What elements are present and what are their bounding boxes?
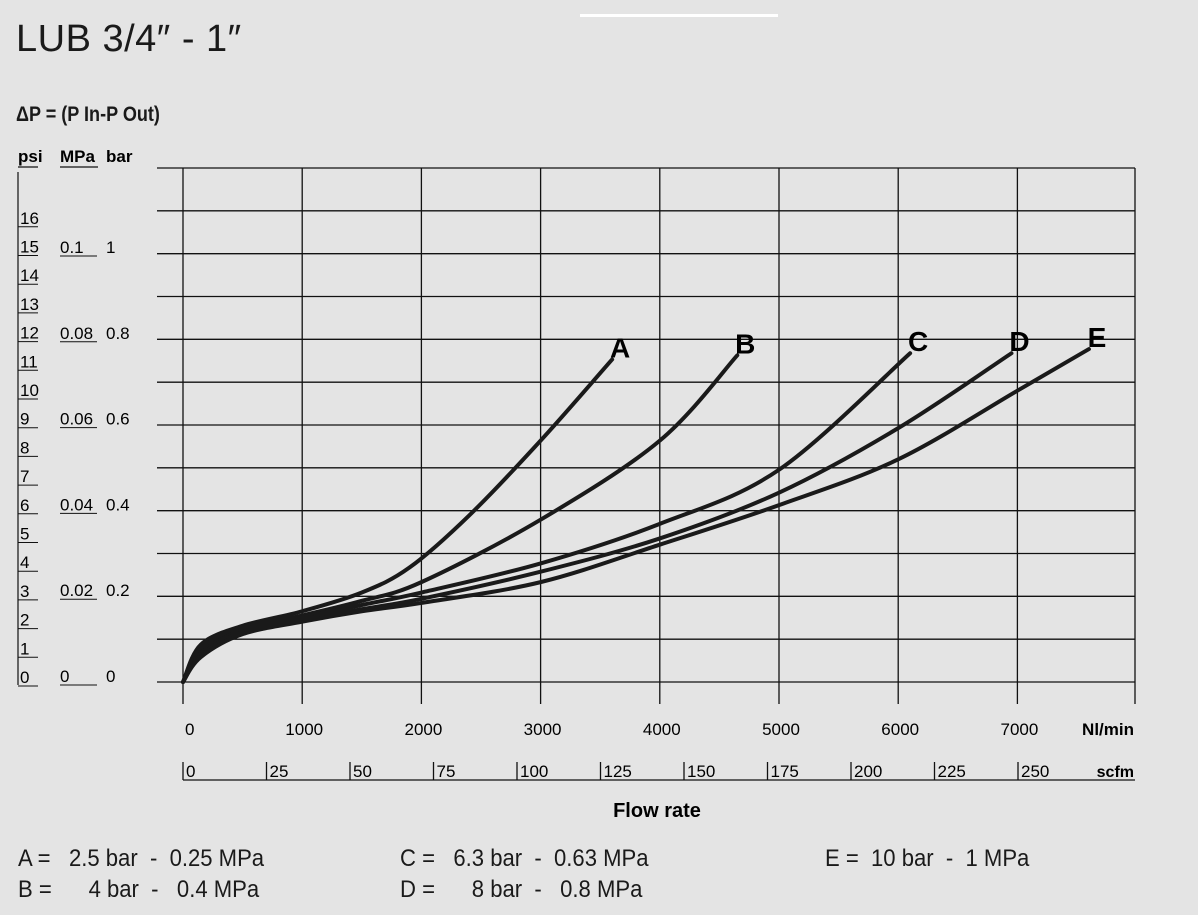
axis-unit-scfm: scfm (1097, 764, 1134, 781)
tick-label-psi: 8 (20, 438, 29, 457)
tick-label-bar: 0.2 (106, 581, 130, 600)
tick-label-mpa: 0 (60, 667, 69, 686)
series-line-e (181, 347, 1091, 684)
tick-label-scfm: 250 (1021, 762, 1049, 781)
axis-unit-nlmin: Nl/min (1082, 720, 1134, 739)
tick-label-bar: 0.4 (106, 495, 130, 514)
tick-label-psi: 9 (20, 410, 29, 429)
tick-label-psi: 0 (20, 668, 29, 687)
pressure-drop-label: ΔP = (P In-P Out) (16, 103, 160, 126)
tick-label-psi: 12 (20, 324, 39, 343)
tick-label-scfm: 225 (938, 762, 966, 781)
tick-label-psi: 14 (20, 266, 39, 285)
tick-label-bar: 0 (106, 667, 115, 686)
tick-label-psi: 6 (20, 496, 29, 515)
tick-label-psi: 10 (20, 381, 39, 400)
tick-label-psi: 3 (20, 582, 29, 601)
tick-label-psi: 11 (20, 352, 38, 371)
tick-label-nlmin: 6000 (881, 720, 919, 739)
axis-unit-bar: bar (106, 147, 133, 166)
tick-label-mpa: 0.06 (60, 410, 93, 429)
series-label-d: D (1009, 326, 1029, 357)
axis-unit-psi: psi (18, 147, 43, 166)
tick-label-nlmin: 3000 (524, 720, 562, 739)
x-axis-title: Flow rate (613, 800, 701, 822)
top-divider (580, 14, 778, 17)
tick-label-psi: 5 (20, 525, 29, 544)
series-line-a (181, 357, 615, 684)
series-label-a: A (610, 332, 630, 363)
tick-label-psi: 1 (20, 639, 29, 658)
tick-label-nlmin: 2000 (404, 720, 442, 739)
tick-label-psi: 13 (20, 295, 39, 314)
tick-label-scfm: 150 (687, 762, 715, 781)
axis-unit-mpa: MPa (60, 147, 96, 166)
tick-label-bar: 0.6 (106, 410, 130, 429)
tick-label-scfm: 50 (353, 762, 372, 781)
tick-label-psi: 16 (20, 209, 39, 228)
tick-label-nlmin: 1000 (285, 720, 323, 739)
tick-label-scfm: 200 (854, 762, 882, 781)
tick-label-psi: 2 (20, 611, 29, 630)
tick-label-scfm: 25 (270, 762, 289, 781)
legend-entry-a: A = 2.5 bar - 0.25 MPa (18, 845, 265, 872)
tick-label-mpa: 0.1 (60, 238, 84, 257)
tick-label-nlmin: 0 (185, 720, 194, 739)
tick-label-scfm: 125 (604, 762, 632, 781)
legend-entry-c: C = 6.3 bar - 0.63 MPa (400, 845, 649, 872)
tick-label-nlmin: 5000 (762, 720, 800, 739)
series-label-b: B (735, 328, 755, 359)
series-line-b (181, 353, 740, 684)
tick-label-bar: 0.8 (106, 324, 130, 343)
series-label-e: E (1088, 322, 1107, 353)
tick-label-mpa: 0.04 (60, 495, 93, 514)
tick-label-bar: 1 (106, 238, 115, 257)
tick-label-mpa: 0.02 (60, 581, 93, 600)
legend-entry-d: D = 8 bar - 0.8 MPa (400, 876, 643, 903)
tick-label-scfm: 75 (437, 762, 456, 781)
tick-label-scfm: 0 (186, 762, 195, 781)
tick-label-psi: 15 (20, 238, 39, 257)
tick-label-mpa: 0.08 (60, 324, 93, 343)
page-title: LUB 3/4″ - 1″ (16, 18, 242, 60)
tick-label-nlmin: 4000 (643, 720, 681, 739)
tick-label-nlmin: 7000 (1000, 720, 1038, 739)
series-label-c: C (908, 326, 928, 357)
legend-entry-b: B = 4 bar - 0.4 MPa (18, 876, 260, 903)
tick-label-scfm: 175 (771, 762, 799, 781)
series-line-d (181, 351, 1014, 684)
tick-label-psi: 7 (20, 467, 29, 486)
legend-entry-e: E = 10 bar - 1 MPa (825, 845, 1030, 872)
tick-label-scfm: 100 (520, 762, 548, 781)
tick-label-psi: 4 (20, 553, 29, 572)
